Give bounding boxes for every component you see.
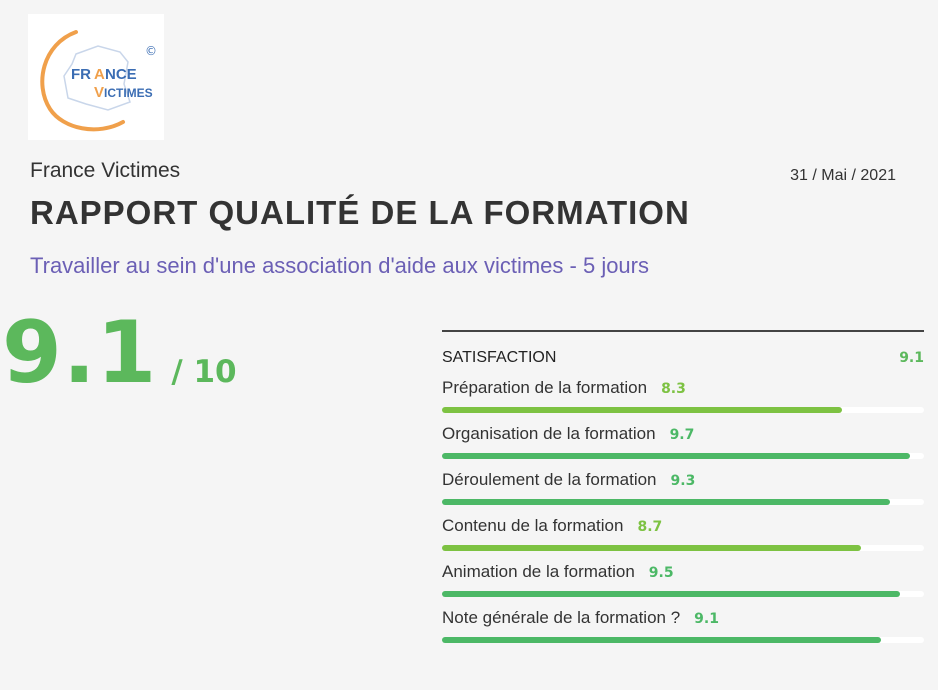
criterion-score: 9.1: [694, 611, 719, 627]
criterion-note-generale: Note générale de la formation ? 9.1: [442, 602, 924, 648]
criterion-bar-fill: [442, 637, 881, 643]
satisfaction-title: SATISFACTION: [442, 349, 557, 366]
criterion-label: Animation de la formation: [442, 562, 635, 581]
svg-text:ICTIMES: ICTIMES: [104, 86, 153, 100]
svg-text:©: ©: [145, 44, 157, 58]
criterion-score: 9.5: [648, 565, 674, 581]
training-subtitle: Travailler au sein d'une association d'a…: [30, 253, 649, 278]
criterion-score: 9.7: [669, 427, 695, 443]
criterion-score: 8.3: [661, 381, 686, 397]
criterion-bar-fill: [442, 591, 900, 597]
criterion-bar-track: [442, 545, 924, 551]
criterion-contenu: Contenu de la formation 8.7: [442, 510, 924, 556]
satisfaction-panel: SATISFACTION 9.1 Préparation de la forma…: [442, 330, 924, 648]
criterion-deroulement: Déroulement de la formation 9.3: [442, 464, 924, 510]
criterion-label: Préparation de la formation: [442, 378, 648, 397]
criterion-preparation: Préparation de la formation 8.3: [442, 372, 924, 418]
criterion-bar-fill: [442, 499, 891, 505]
criterion-bar-track: [442, 591, 924, 597]
svg-text:V: V: [94, 84, 104, 101]
criterion-label: Organisation de la formation: [442, 424, 656, 443]
criterion-label: Contenu de la formation: [442, 516, 624, 535]
criterion-animation: Animation de la formation 9.5: [442, 556, 924, 602]
overall-score: 9.1 / 10: [2, 303, 237, 403]
svg-text:NCE: NCE: [105, 66, 137, 83]
criterion-bar-track: [442, 499, 924, 505]
criterion-bar-fill: [442, 407, 843, 413]
criterion-label: Note générale de la formation ?: [442, 608, 681, 627]
satisfaction-score: 9.1: [899, 350, 924, 366]
overall-score-max: / 10: [171, 354, 237, 390]
svg-text:FR: FR: [71, 66, 91, 83]
satisfaction-header: SATISFACTION 9.1: [442, 349, 924, 367]
france-victimes-logo: FR A NCE V ICTIMES ©: [28, 14, 164, 140]
criterion-bar-track: [442, 407, 924, 413]
overall-score-value: 9.1: [2, 303, 158, 403]
criterion-label: Déroulement de la formation: [442, 470, 657, 489]
criterion-score: 9.3: [670, 473, 696, 489]
organization-name: France Victimes: [30, 159, 181, 182]
criteria-list: Préparation de la formation 8.3 Organisa…: [442, 372, 924, 648]
svg-text:A: A: [94, 66, 105, 83]
report-date: 31 / Mai / 2021: [790, 167, 896, 184]
criterion-bar-track: [442, 637, 924, 643]
criterion-organisation: Organisation de la formation 9.7: [442, 418, 924, 464]
report-title: RAPPORT QUALITÉ DE LA FORMATION: [30, 194, 690, 231]
criterion-bar-fill: [442, 453, 910, 459]
criterion-bar-fill: [442, 545, 862, 551]
criterion-bar-track: [442, 453, 924, 459]
panel-divider: [442, 330, 924, 332]
criterion-score: 8.7: [637, 519, 663, 535]
